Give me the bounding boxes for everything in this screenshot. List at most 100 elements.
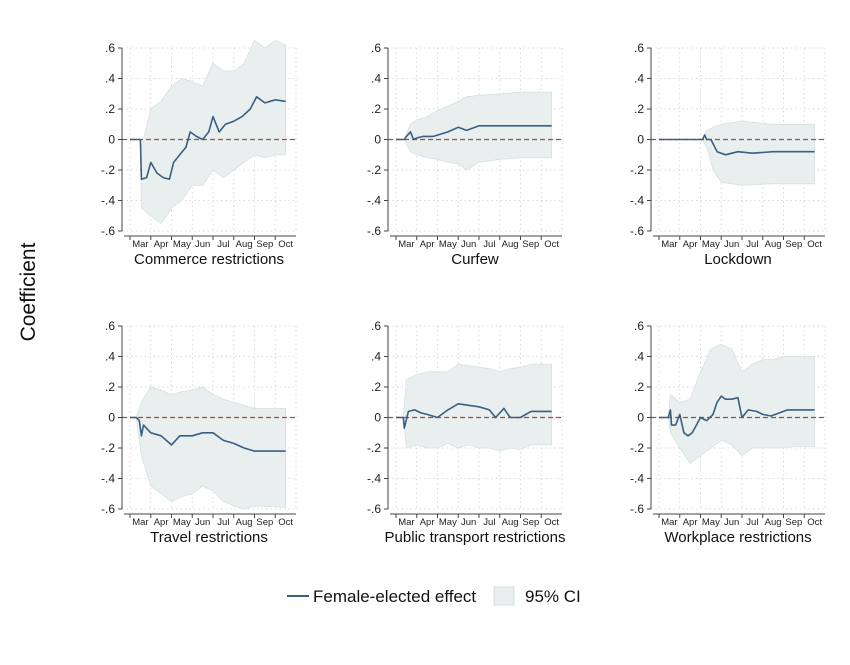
- x-tick-label: Oct: [807, 517, 822, 528]
- panel-title: Commerce restrictions: [134, 251, 284, 268]
- x-tick-label: Mar: [661, 517, 677, 528]
- y-tick-label: .2: [634, 102, 644, 116]
- x-tick-label: May: [702, 517, 720, 528]
- x-tick-label: May: [173, 239, 191, 250]
- x-tick-label: Sep: [256, 239, 273, 250]
- effect-line: [659, 395, 815, 437]
- x-tick-label: Oct: [278, 517, 293, 528]
- x-tick-label: Aug: [765, 517, 782, 528]
- x-tick-label: Oct: [278, 239, 293, 250]
- x-tick-label: Aug: [236, 517, 253, 528]
- y-tick-label: 0: [374, 411, 381, 425]
- y-tick-label: .4: [634, 72, 644, 86]
- y-axis-label: Coefficient: [17, 242, 40, 341]
- y-tick-label: 0: [108, 411, 115, 425]
- y-tick-label: -.2: [367, 441, 381, 455]
- effect-line: [396, 125, 552, 141]
- x-tick-label: Apr: [420, 239, 435, 250]
- y-tick-label: .6: [105, 319, 115, 333]
- y-tick-label: -.2: [101, 163, 115, 177]
- ci-band: [659, 120, 815, 186]
- y-tick-label: .2: [634, 380, 644, 394]
- panel-6: .6 .4 .2 0 -.2 -.4 -.6 Mar Apr May Jun Jul Aug Sep Oct…: [630, 319, 827, 546]
- y-tick-label: 0: [108, 133, 115, 147]
- x-tick-label: Aug: [765, 239, 782, 250]
- x-tick-label: Jul: [746, 517, 758, 528]
- x-tick-label: Sep: [256, 517, 273, 528]
- y-tick-label: -.4: [630, 194, 644, 208]
- y-tick-label: -.4: [101, 472, 115, 486]
- y-tick-label: -.6: [630, 502, 644, 516]
- y-tick-label: 0: [637, 133, 644, 147]
- x-tick-label: May: [702, 239, 720, 250]
- x-tick-label: Jun: [461, 239, 476, 250]
- x-tick-label: Jun: [461, 517, 476, 528]
- y-tick-label: -.2: [630, 441, 644, 455]
- x-tick-label: Jun: [195, 517, 210, 528]
- effect-line: [130, 96, 286, 180]
- y-tick-label: .2: [105, 380, 115, 394]
- y-tick-label: -.6: [367, 224, 381, 238]
- effect-line: [396, 403, 552, 429]
- y-tick-label: .2: [371, 102, 381, 116]
- x-tick-label: May: [173, 517, 191, 528]
- legend-ci-swatch: [493, 586, 515, 606]
- x-tick-label: Mar: [398, 517, 414, 528]
- x-tick-label: Sep: [785, 517, 802, 528]
- y-tick-label: -.4: [101, 194, 115, 208]
- ci-band: [396, 91, 552, 171]
- panel-2: .6 .4 .2 0 -.2 -.4 -.6 Mar Apr May Jun Jul Aug Sep Oct…: [367, 41, 564, 268]
- y-tick-label: .2: [371, 380, 381, 394]
- x-tick-label: Jun: [724, 239, 739, 250]
- x-tick-label: Jul: [746, 239, 758, 250]
- panel-3: .6 .4 .2 0 -.2 -.4 -.6 Mar Apr May Jun Jul Aug Sep Oct…: [630, 41, 827, 268]
- y-tick-label: .6: [634, 319, 644, 333]
- ci-band: [396, 363, 552, 452]
- x-tick-label: Apr: [420, 517, 435, 528]
- y-tick-label: -.4: [630, 472, 644, 486]
- y-tick-label: 0: [637, 411, 644, 425]
- x-tick-label: Jun: [724, 517, 739, 528]
- x-tick-label: Jul: [217, 517, 229, 528]
- x-tick-label: Apr: [683, 239, 698, 250]
- x-tick-label: Jun: [195, 239, 210, 250]
- panel-5: .6 .4 .2 0 -.2 -.4 -.6 Mar Apr May Jun Jul Aug Sep Oct…: [367, 319, 565, 546]
- x-tick-label: Oct: [544, 239, 559, 250]
- panel-title: Travel restrictions: [150, 529, 268, 546]
- x-tick-label: Sep: [522, 239, 539, 250]
- y-tick-label: .4: [105, 72, 115, 86]
- y-tick-label: -.2: [367, 163, 381, 177]
- x-tick-label: Oct: [807, 239, 822, 250]
- x-tick-label: Mar: [132, 517, 148, 528]
- effect-line: [130, 416, 286, 452]
- y-tick-label: 0: [374, 133, 381, 147]
- y-tick-label: .6: [371, 41, 381, 55]
- x-tick-label: Aug: [236, 239, 253, 250]
- x-tick-label: Apr: [683, 517, 698, 528]
- y-tick-label: .6: [634, 41, 644, 55]
- x-tick-label: Mar: [661, 239, 677, 250]
- y-tick-label: -.6: [101, 502, 115, 516]
- y-tick-label: -.6: [101, 224, 115, 238]
- x-tick-label: Jul: [217, 239, 229, 250]
- y-tick-label: -.6: [367, 502, 381, 516]
- panel-1: .6 .4 .2 0 -.2 -.4 -.6 Mar Apr May Jun Jul Aug Sep Oct…: [101, 39, 298, 268]
- panel-title: Workplace restrictions: [664, 529, 811, 546]
- y-tick-label: .4: [105, 350, 115, 364]
- x-tick-label: May: [439, 517, 457, 528]
- y-tick-label: -.2: [630, 163, 644, 177]
- x-tick-label: Apr: [154, 239, 169, 250]
- x-tick-label: Jul: [483, 517, 495, 528]
- y-tick-label: .4: [371, 350, 381, 364]
- legend: Female-elected effect 95% CI: [287, 586, 581, 606]
- y-tick-label: .2: [105, 102, 115, 116]
- x-tick-label: Apr: [154, 517, 169, 528]
- panel-title: Curfew: [451, 251, 499, 268]
- y-tick-label: .4: [371, 72, 381, 86]
- x-tick-label: Oct: [544, 517, 559, 528]
- x-tick-label: Sep: [522, 517, 539, 528]
- x-tick-label: Jul: [483, 239, 495, 250]
- panel-title: Lockdown: [704, 251, 772, 268]
